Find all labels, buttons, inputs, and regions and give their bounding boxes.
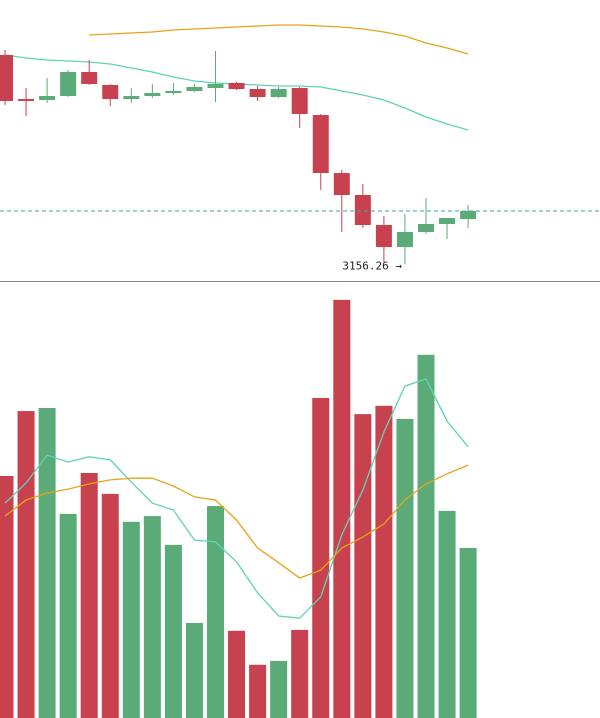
volume-bar bbox=[354, 414, 372, 718]
volume-bar bbox=[291, 629, 309, 718]
volume-bar bbox=[38, 408, 56, 718]
candle-body bbox=[396, 231, 413, 248]
volume-bar bbox=[312, 397, 330, 718]
volume-bar bbox=[228, 630, 246, 718]
candle-body bbox=[102, 85, 119, 100]
moving-average-line bbox=[89, 24, 469, 55]
volume-bar bbox=[270, 660, 288, 718]
candle-body bbox=[207, 83, 224, 89]
moving-average-line bbox=[4, 377, 469, 619]
candle-body bbox=[186, 87, 203, 91]
volume-bar bbox=[333, 299, 351, 718]
volume-bar bbox=[375, 405, 393, 718]
candle-body bbox=[123, 96, 140, 100]
candle-body bbox=[418, 223, 434, 232]
moving-average-line bbox=[4, 464, 469, 579]
volume-bar bbox=[396, 418, 414, 718]
volume-bar bbox=[80, 472, 98, 718]
candle-body bbox=[0, 54, 13, 101]
volume-bar bbox=[249, 664, 267, 718]
volume-bar bbox=[417, 354, 435, 718]
volume-bar bbox=[438, 510, 456, 718]
volume-bar bbox=[207, 506, 224, 718]
low-price-label: 3156.26 → bbox=[342, 259, 402, 272]
volume-bar bbox=[0, 476, 14, 718]
candle-body bbox=[375, 224, 392, 248]
candle-body bbox=[333, 173, 350, 195]
volume-bar bbox=[17, 411, 35, 718]
candle-body bbox=[354, 194, 371, 225]
candle-body bbox=[460, 211, 477, 220]
volume-bar bbox=[143, 516, 161, 718]
candle-body bbox=[60, 71, 77, 97]
volume-bar bbox=[101, 493, 119, 718]
candle-body bbox=[291, 88, 308, 115]
volume-bar bbox=[459, 547, 477, 718]
candle-body bbox=[18, 99, 35, 101]
volume-bar bbox=[185, 622, 203, 718]
candle-body bbox=[439, 218, 456, 224]
candle-body bbox=[81, 71, 98, 84]
volume-bar bbox=[59, 513, 77, 718]
volume-bar bbox=[122, 521, 140, 718]
candle-body bbox=[165, 90, 182, 93]
candle-body bbox=[228, 82, 245, 90]
candle-body bbox=[144, 92, 161, 97]
candle-body bbox=[249, 89, 266, 98]
volume-bar bbox=[164, 544, 182, 718]
candle-body bbox=[39, 96, 56, 100]
candle-body bbox=[270, 89, 287, 98]
candle-body bbox=[312, 115, 329, 174]
